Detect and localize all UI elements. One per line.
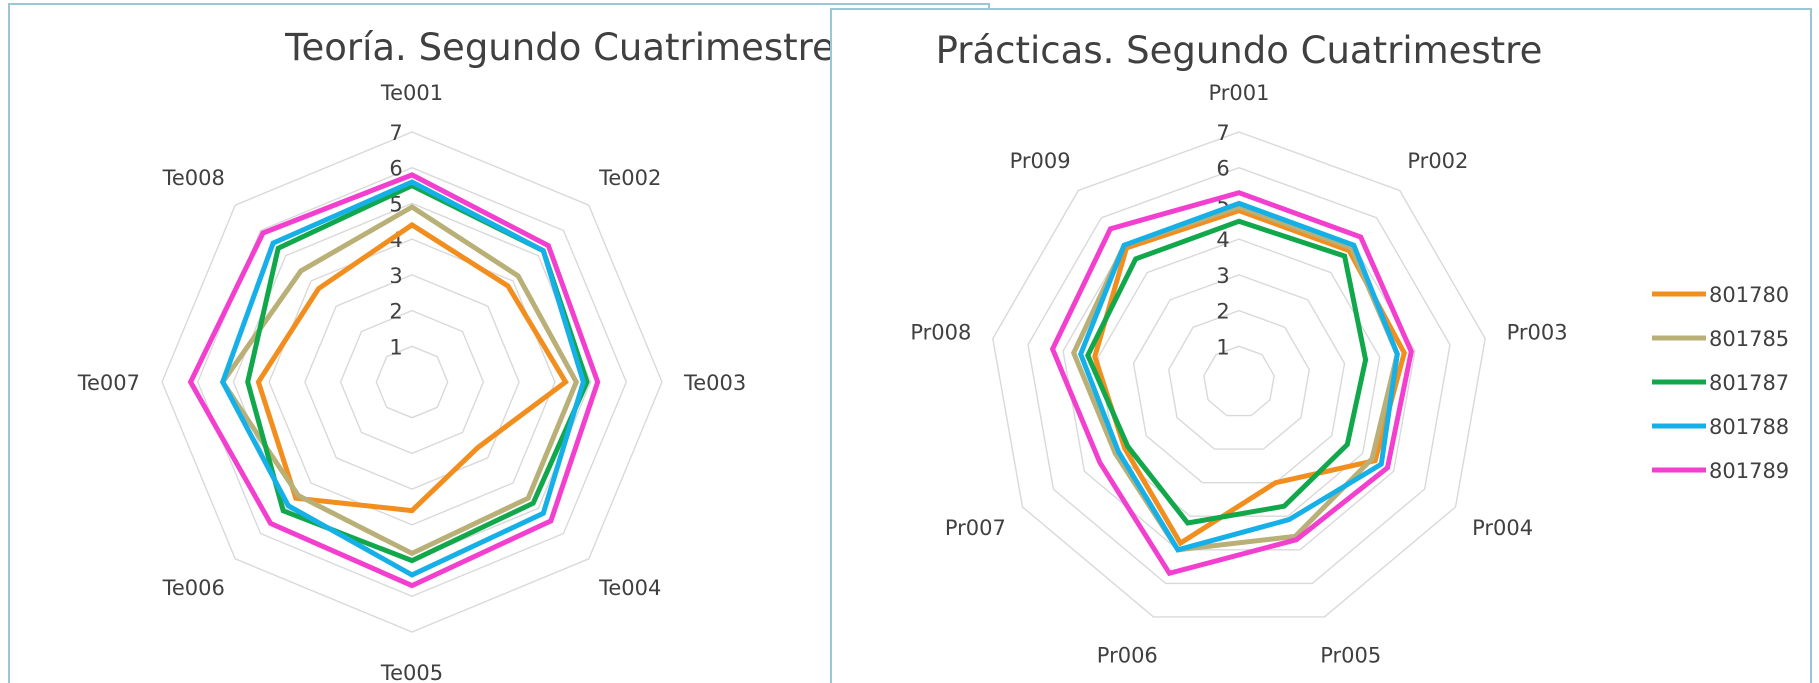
legend-item-801785: 801785 bbox=[1652, 327, 1789, 351]
legend-label: 801789 bbox=[1709, 459, 1789, 483]
tick-label: 2 bbox=[1216, 300, 1229, 324]
grid-ring bbox=[992, 131, 1486, 618]
theory-chart-frame bbox=[8, 3, 990, 683]
tick-label: 4 bbox=[1216, 228, 1229, 252]
tick-label: 5 bbox=[389, 192, 402, 216]
grid-ring bbox=[1203, 345, 1275, 417]
tick-label: 6 bbox=[1216, 157, 1229, 181]
category-label: Pr009 bbox=[1010, 149, 1071, 173]
grid-ring bbox=[339, 309, 485, 455]
tick-label: 7 bbox=[1216, 121, 1229, 145]
grid-ring bbox=[375, 345, 449, 419]
legend: 801780 801785 801787 801788 801789 bbox=[1652, 283, 1789, 483]
series-line-801789 bbox=[187, 172, 601, 589]
tick-label: 2 bbox=[389, 300, 402, 324]
theory-radar-plot: 1234567Te001Te002Te003Te004Te005Te006Te0… bbox=[77, 81, 747, 683]
series-line-801780 bbox=[255, 221, 569, 514]
category-label: Pr001 bbox=[1208, 81, 1269, 105]
category-label: Te004 bbox=[598, 576, 661, 600]
practice-chart-title: Prácticas. Segundo Cuatrimestre bbox=[936, 29, 1543, 72]
tick-label: 1 bbox=[1216, 335, 1229, 359]
series-line-801788 bbox=[219, 179, 587, 578]
category-label: Te002 bbox=[598, 166, 661, 190]
grid-ring bbox=[1132, 274, 1346, 484]
category-label: Te007 bbox=[77, 371, 140, 395]
series-line-801789 bbox=[1049, 190, 1414, 577]
grid-ring bbox=[1062, 202, 1416, 551]
tick-label: 7 bbox=[389, 121, 402, 145]
grid-ring bbox=[304, 274, 520, 490]
tick-label: 6 bbox=[389, 157, 402, 181]
practice-radar-plot: 1234567Pr001Pr002Pr003Pr004Pr005Pr006Pr0… bbox=[910, 81, 1567, 668]
category-label: Pr007 bbox=[945, 516, 1006, 540]
tick-label: 3 bbox=[389, 264, 402, 288]
category-label: Te008 bbox=[162, 166, 225, 190]
series-line-801787 bbox=[1085, 218, 1369, 526]
category-label: Pr005 bbox=[1320, 644, 1381, 668]
category-label: Te006 bbox=[162, 576, 225, 600]
theory-chart-title: Teoría. Segundo Cuatrimestre bbox=[284, 26, 835, 69]
grid-ring bbox=[161, 131, 663, 633]
category-label: Pr002 bbox=[1407, 149, 1468, 173]
series-line-801785 bbox=[219, 204, 580, 557]
category-label: Te001 bbox=[380, 81, 443, 105]
legend-label: 801780 bbox=[1709, 283, 1789, 307]
grid-ring bbox=[1167, 309, 1311, 450]
legend-item-801787: 801787 bbox=[1652, 371, 1789, 395]
tick-label: 1 bbox=[389, 335, 402, 359]
category-label: Te005 bbox=[380, 661, 443, 683]
tick-label: 3 bbox=[1216, 264, 1229, 288]
legend-label: 801788 bbox=[1709, 415, 1789, 439]
series-line-801788 bbox=[1078, 200, 1400, 553]
legend-item-801788: 801788 bbox=[1652, 415, 1789, 439]
theory-chart: Teoría. Segundo Cuatrimestre 1234567Te00… bbox=[8, 3, 990, 683]
legend-label: 801785 bbox=[1709, 327, 1789, 351]
category-label: Pr006 bbox=[1097, 644, 1158, 668]
category-label: Te003 bbox=[683, 371, 746, 395]
legend-item-801789: 801789 bbox=[1652, 459, 1789, 483]
category-label: Pr003 bbox=[1507, 321, 1568, 345]
category-label: Pr008 bbox=[910, 321, 971, 345]
legend-label: 801787 bbox=[1709, 371, 1789, 395]
grid-ring bbox=[1027, 166, 1451, 585]
practice-chart: Prácticas. Segundo Cuatrimestre 1234567P… bbox=[830, 8, 1812, 683]
practice-chart-frame bbox=[830, 8, 1812, 683]
category-label: Pr004 bbox=[1472, 516, 1533, 540]
legend-item-801780: 801780 bbox=[1652, 283, 1789, 307]
